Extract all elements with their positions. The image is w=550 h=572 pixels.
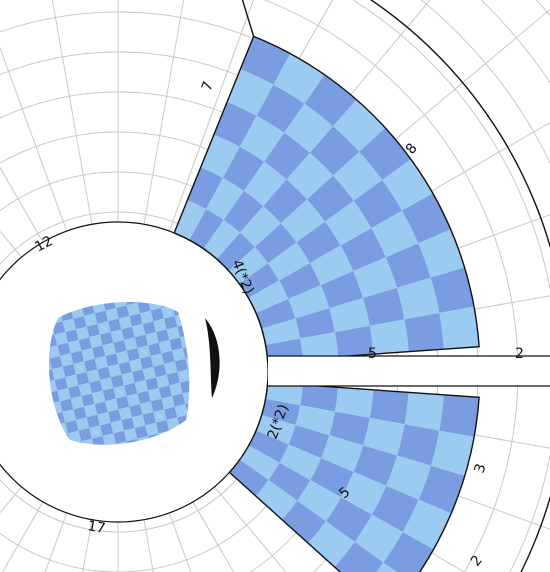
slot-channel bbox=[268, 356, 550, 386]
checker-tile bbox=[439, 395, 479, 437]
grid-ray bbox=[0, 520, 92, 572]
lower-checker-wedge bbox=[229, 382, 479, 572]
grid-ray bbox=[0, 0, 67, 231]
grid-ray bbox=[0, 468, 3, 572]
grid-ray bbox=[0, 487, 22, 572]
label-left-lower: 17 bbox=[86, 518, 106, 537]
grid-ray bbox=[0, 502, 43, 572]
checker-tile bbox=[405, 313, 444, 352]
checker-tile bbox=[439, 307, 479, 350]
checker-tile bbox=[405, 392, 444, 430]
grid-ray bbox=[0, 513, 67, 572]
label-lower-edge: 3 bbox=[472, 462, 490, 475]
grid-ray bbox=[0, 0, 22, 257]
label-outer-top: 7 bbox=[199, 79, 217, 93]
label-inner-slot: 5 bbox=[368, 346, 377, 362]
grid-ray bbox=[144, 520, 240, 572]
label-bottom-right: 2 bbox=[468, 552, 486, 569]
label-slot-right: 2 bbox=[515, 346, 524, 362]
